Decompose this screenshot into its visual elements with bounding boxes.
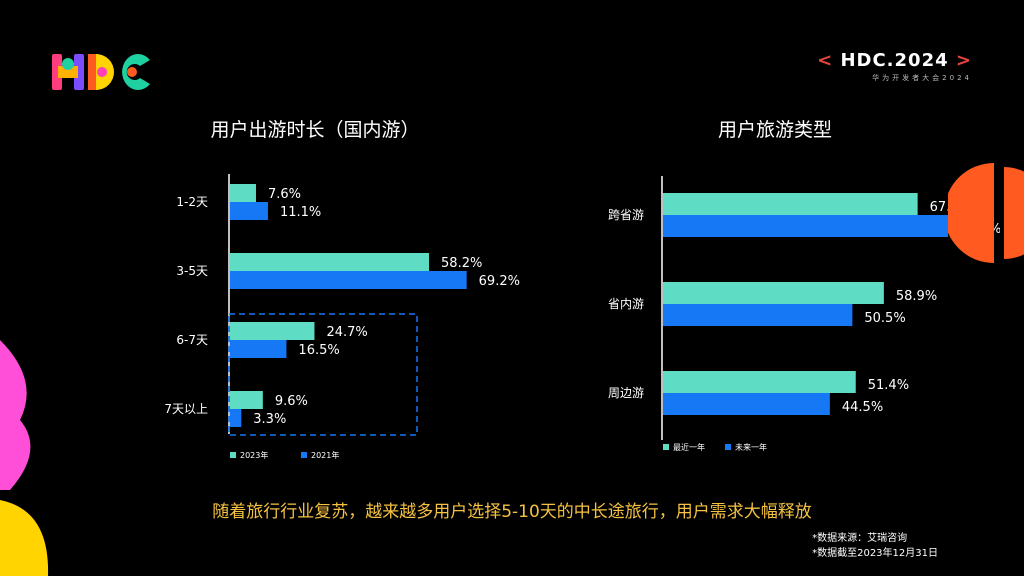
bar [230,322,315,340]
legend-label: 最近一年 [673,442,705,452]
data-label: 69.2% [479,274,520,289]
bar [663,215,948,237]
category-label: 7天以上 [164,402,208,416]
chart-travel-type: 跨省游67.9%76.0%省内游58.9%50.5%周边游51.4%44.5%最… [608,176,1000,452]
data-label: 44.5% [842,400,883,415]
conclusion-text: 随着旅行行业复苏，越来越多用户选择5-10天的中长途旅行，用户需求大幅释放 [212,502,812,522]
bar [230,409,242,427]
category-label: 6-7天 [176,333,208,347]
legend-swatch [230,452,236,458]
data-label: 50.5% [864,311,905,326]
data-label: 16.5% [298,343,339,358]
event-label: HDC.2024 [840,50,949,71]
highlight-box [228,313,418,436]
bar [230,202,268,220]
bar [230,184,256,202]
data-label: 7.6% [268,187,301,202]
decorative-shape-left [0,340,49,576]
chart-2-title: 用户旅游类型 [717,119,832,141]
legend-swatch [663,444,669,450]
bar [230,391,263,409]
logo-letter-h [52,54,84,90]
event-subtitle: 华为开发者大会2024 [872,74,972,82]
chart-1-title: 用户出游时长（国内游） [210,119,420,141]
data-label: 9.6% [275,394,308,409]
footnote-date: *数据截至2023年12月31日 [812,548,938,559]
data-label: 3.3% [253,412,286,427]
bar [663,282,884,304]
legend-label: 2023年 [240,450,268,460]
legend-swatch [725,444,731,450]
bar [663,193,918,215]
bar [230,253,430,271]
bar [230,271,467,289]
bar [663,393,830,415]
data-label: 11.1% [280,205,321,220]
legend-label: 未来一年 [735,442,767,452]
legend-swatch [301,452,307,458]
data-label: 51.4% [868,378,909,393]
category-label: 周边游 [608,386,644,400]
bar [230,340,287,358]
hdc-logo [52,54,150,90]
event-close-bracket: > [955,50,972,71]
category-label: 3-5天 [176,264,208,278]
footnotes: *数据来源：艾瑞咨询 *数据截至2023年12月31日 [812,531,938,561]
logo-letter-d [88,54,114,90]
chart-duration: 1-2天 7.6% 11.1% 3-5天 58.2% 69.2% 6-7天 24.7% 16.5… [164,174,520,460]
footnote-source: *数据来源：艾瑞咨询 [812,533,908,544]
bar [663,304,853,326]
event-badge: < HDC.2024 > 华为开发者大会2024 [817,50,972,83]
data-label: 58.9% [896,289,937,304]
bar [663,371,856,393]
legend-label: 2021年 [311,450,339,460]
category-label: 1-2天 [176,195,208,209]
decorative-shape-right [948,163,1024,263]
logo-letter-c [122,54,150,90]
data-label: 24.7% [326,325,367,340]
category-label: 跨省游 [608,208,644,222]
event-open-bracket: < [817,50,834,71]
data-label: 58.2% [441,256,482,271]
category-label: 省内游 [608,297,644,311]
